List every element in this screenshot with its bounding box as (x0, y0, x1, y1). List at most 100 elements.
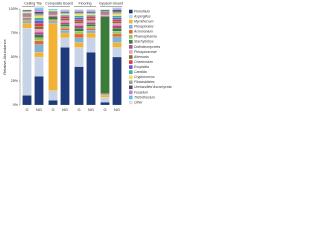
bar-segment (74, 47, 84, 67)
bar-segment (112, 31, 122, 35)
bar-segment (22, 10, 32, 12)
legend-label: Penicillium (134, 9, 150, 13)
x-tick-label: NG (62, 107, 68, 112)
bar-segment (48, 90, 58, 101)
legend-label: Exophiala (134, 65, 149, 69)
bar-segment (74, 42, 84, 48)
x-tick-label: NG (114, 107, 120, 112)
legend: PenicilliumAspergillusMyrotheciumPleospo… (129, 9, 172, 104)
x-tick-label: NG (88, 107, 94, 112)
bar-segment (22, 16, 32, 18)
bar-segment (86, 14, 96, 16)
bar-segment (112, 9, 122, 12)
bar-segment (112, 13, 122, 16)
bar-segment (34, 56, 44, 77)
legend-label: Chaetomium (134, 60, 153, 64)
bar-segment (60, 12, 70, 14)
bar-segment (48, 15, 58, 17)
bar-segment (48, 100, 58, 106)
legend-swatch (129, 45, 133, 49)
bar-segment (48, 13, 58, 15)
bar-segment (34, 40, 44, 45)
bar-segment (60, 26, 70, 29)
legend-swatch (129, 55, 133, 59)
legend-swatch (129, 60, 133, 64)
bar-segment (112, 23, 122, 26)
bar-segment (112, 56, 122, 106)
bar-segment (74, 23, 84, 26)
bar-segment (48, 10, 58, 12)
bar-segment (34, 11, 44, 14)
bar-segment (34, 20, 44, 24)
bar-segment (112, 28, 122, 32)
bar-segment (112, 47, 122, 58)
group-label: Composite Board (45, 1, 73, 5)
bar-segment (34, 29, 44, 33)
bar-segment (22, 15, 32, 17)
bar-segment (60, 30, 70, 34)
bar-segment (22, 95, 32, 106)
legend-swatch (129, 24, 133, 29)
bar-segment (100, 95, 110, 98)
bar-segment (22, 14, 32, 16)
bar-segment (86, 11, 96, 13)
legend-label: Acremonium (133, 30, 153, 34)
legend-label: Stachybotrys (134, 40, 154, 44)
bar-segment (112, 25, 122, 29)
bar-segment (100, 10, 110, 12)
bar-segment (74, 8, 84, 11)
bar-segment (74, 11, 84, 13)
group-label: Ceiling Tile (24, 1, 42, 5)
bar-segment (34, 37, 44, 41)
group-label: Gypsum Board (99, 1, 123, 5)
bar-segment (100, 13, 110, 15)
bar-segment (112, 7, 122, 10)
bar-segment (112, 36, 122, 43)
bar-segment (60, 37, 70, 48)
bar-segment (86, 15, 96, 17)
bar-segment (74, 10, 84, 12)
bar-segment (74, 33, 84, 38)
bar-segment (112, 11, 122, 14)
bar-segment (86, 16, 96, 19)
bar-segment (22, 23, 32, 29)
bar-segment (100, 8, 110, 11)
legend-swatch (129, 65, 133, 69)
bar-segment (74, 13, 84, 16)
bar-segment (34, 15, 44, 18)
bar-segment (34, 7, 44, 11)
legend-swatch (129, 50, 133, 54)
bar-segment (74, 19, 84, 22)
bar-segment (60, 22, 70, 25)
bar-segment (48, 20, 58, 22)
bar-segment (86, 52, 96, 106)
legend-swatch (129, 90, 133, 95)
y-axis-label: Relative Abundance (2, 38, 7, 74)
bar-segment (22, 18, 32, 20)
bar-segment (112, 21, 122, 24)
bar-segment (86, 18, 96, 21)
legend-swatch (129, 9, 133, 14)
legend-swatch (129, 14, 133, 19)
y-tick-label: 50% (11, 55, 19, 59)
y-tick-label: 100% (9, 7, 19, 11)
x-tick-label: G (103, 107, 106, 112)
bar-segment (60, 9, 70, 11)
legend-label: Fusarium (134, 90, 148, 94)
bar-segment (60, 32, 70, 38)
bar-segment (34, 13, 44, 16)
bar-segment (48, 19, 58, 21)
bar-segment (48, 8, 58, 11)
bar-segment (60, 47, 70, 106)
y-tick-label: 75% (11, 31, 19, 35)
bar-segment (86, 24, 96, 27)
chart: Relative Abundance PenicilliumAspergillu… (2, 1, 172, 112)
bar-segment (34, 6, 44, 9)
legend-swatch (129, 80, 133, 85)
bar-segment (86, 12, 96, 14)
bar-segment (86, 28, 96, 31)
y-tick-label: 0% (13, 103, 19, 107)
bar-segment (100, 11, 110, 13)
legend-label: Alternaria (133, 55, 149, 59)
bar-segment (48, 21, 58, 24)
